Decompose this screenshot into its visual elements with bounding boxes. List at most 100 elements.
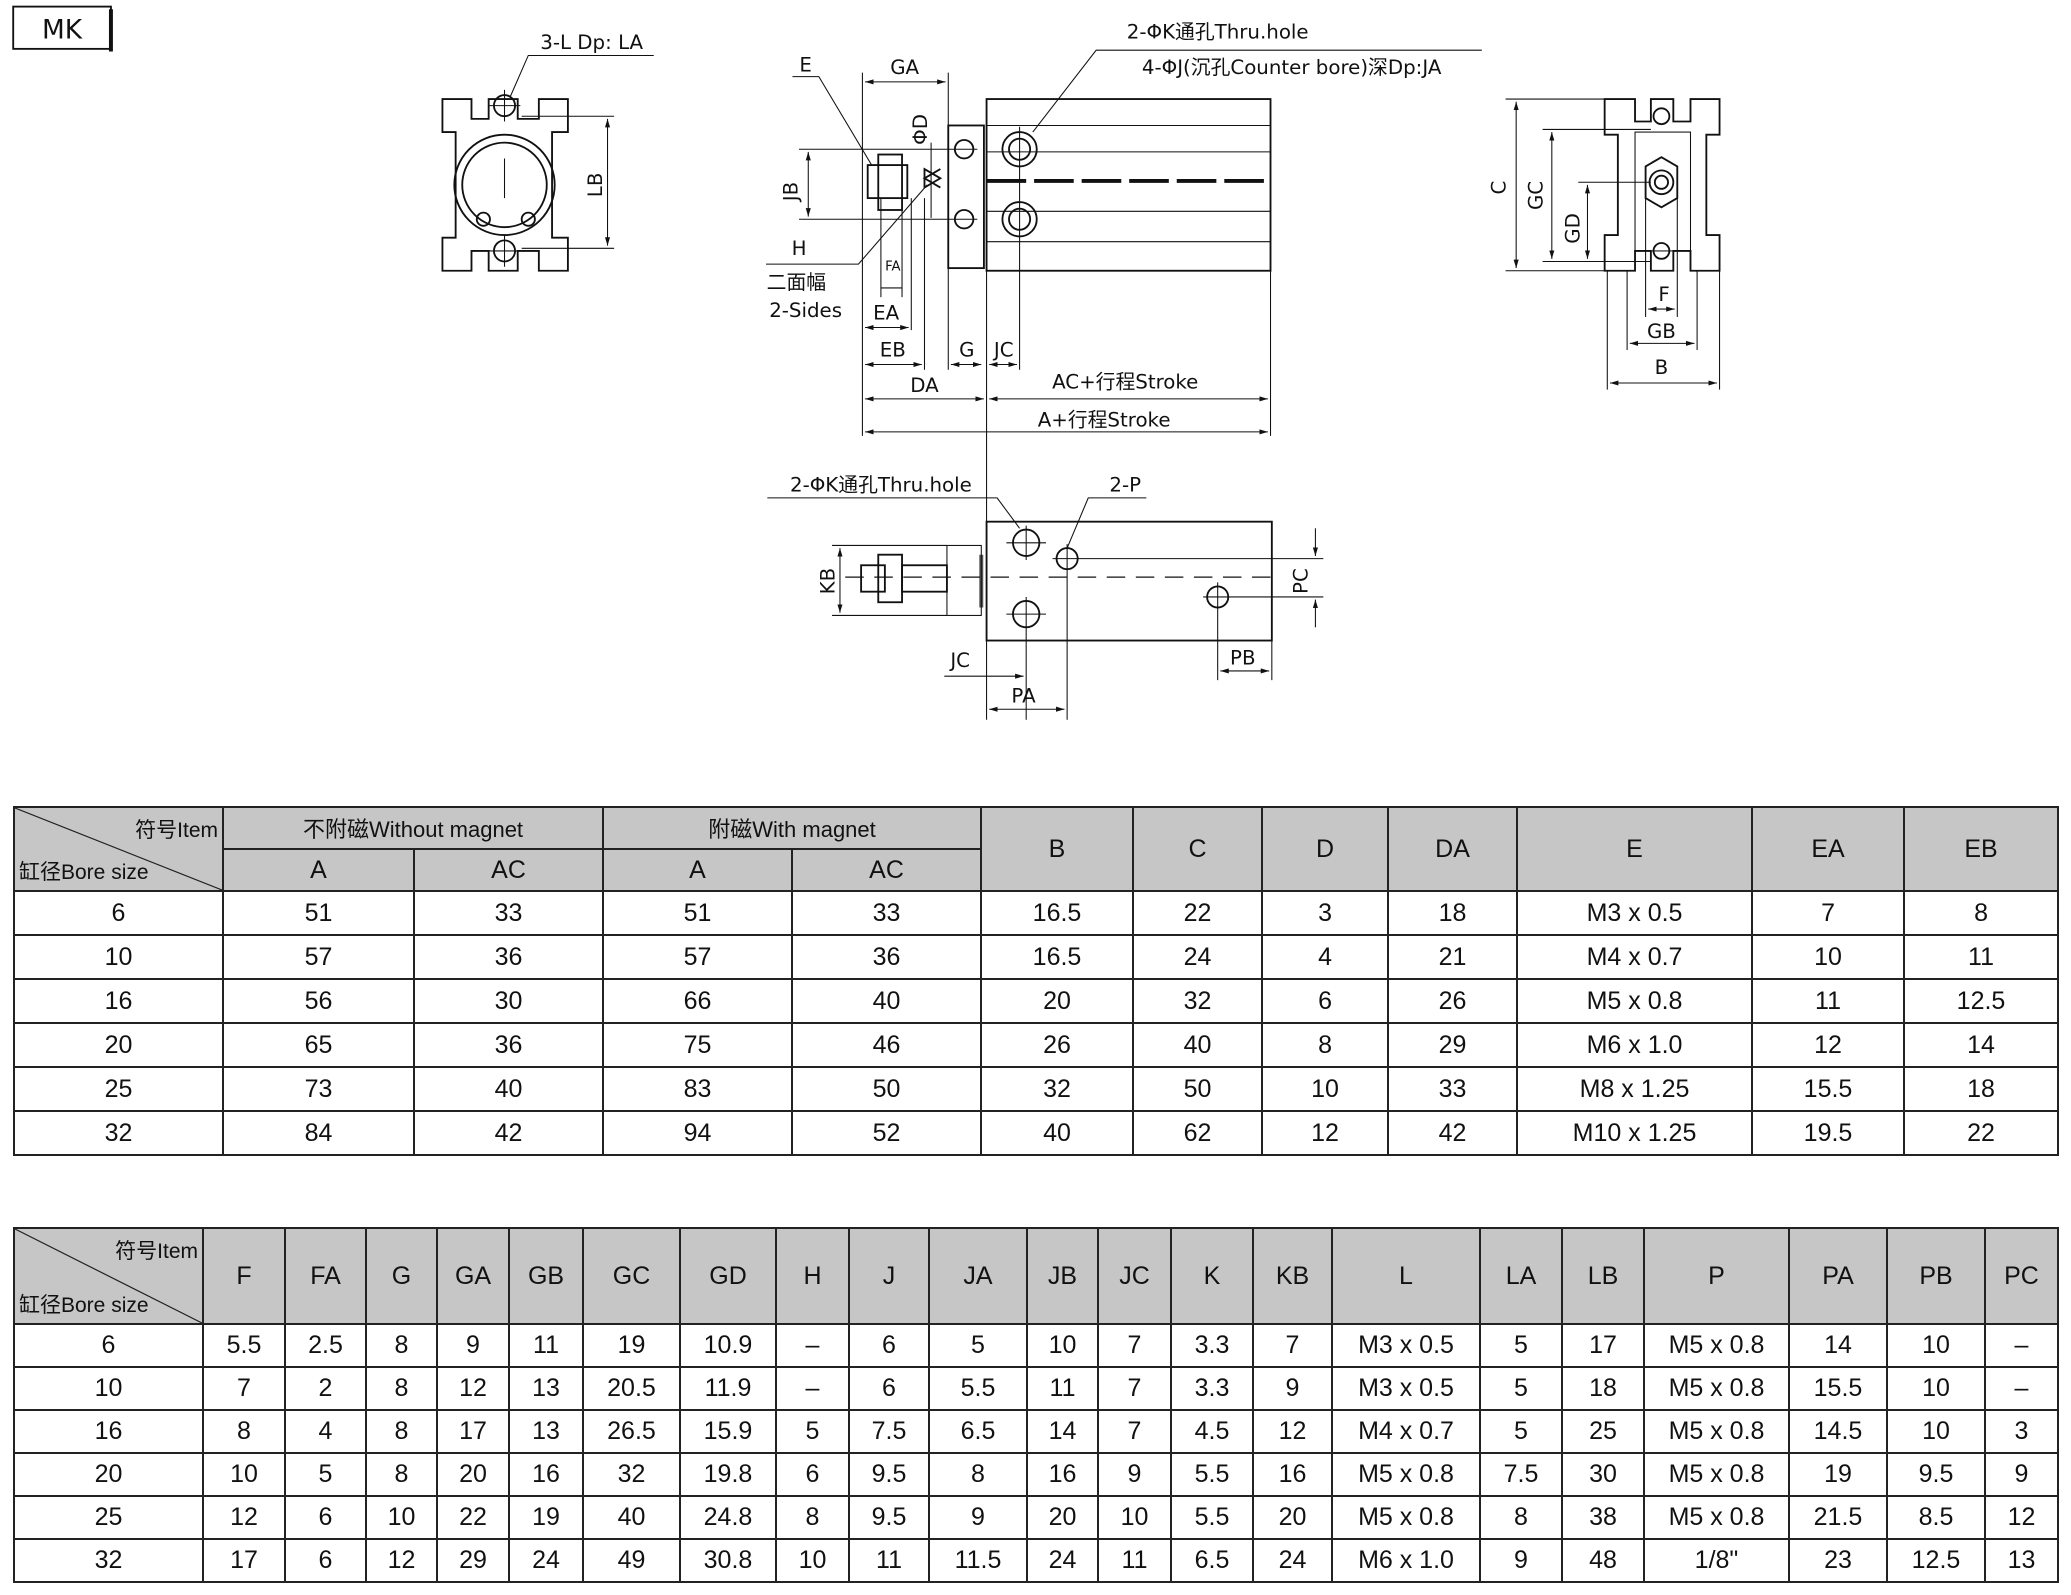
bore-size-cell: 25 bbox=[13, 1066, 224, 1112]
value-cell: 10 bbox=[1886, 1323, 1986, 1368]
value-cell: 10 bbox=[1886, 1366, 1986, 1411]
corner-header: 符号Item 缸径Bore size bbox=[13, 1227, 204, 1325]
bore-size-cell: 10 bbox=[13, 1366, 204, 1411]
value-cell: 51 bbox=[602, 890, 794, 936]
value-cell: 24 bbox=[1132, 934, 1264, 980]
value-cell: 5.5 bbox=[1170, 1452, 1254, 1497]
value-cell: 36 bbox=[791, 934, 983, 980]
value-cell: 13 bbox=[508, 1366, 584, 1411]
value-cell: 8 bbox=[365, 1452, 438, 1497]
value-cell: 20 bbox=[980, 978, 1135, 1024]
bore-size-cell: 25 bbox=[13, 1495, 204, 1540]
value-cell: 7.5 bbox=[848, 1409, 930, 1454]
jc-label: JC bbox=[992, 339, 1014, 362]
value-cell: 29 bbox=[1387, 1022, 1519, 1068]
sub-header: A bbox=[602, 848, 794, 892]
value-cell: 7 bbox=[1097, 1323, 1172, 1368]
value-cell: 9 bbox=[1252, 1366, 1333, 1411]
value-cell: 15.5 bbox=[1788, 1366, 1888, 1411]
value-cell: – bbox=[775, 1323, 850, 1368]
value-cell: 13 bbox=[1984, 1538, 2059, 1583]
value-cell: 11 bbox=[848, 1538, 930, 1583]
value-cell: M3 x 0.5 bbox=[1331, 1366, 1481, 1411]
value-cell: M5 x 0.8 bbox=[1643, 1495, 1790, 1540]
table-row: 20 10 5 8 20 16 32 19.8 6 9.5 8 16 9 5.5 16 M5 x 0.8 7.5… bbox=[13, 1452, 2059, 1497]
value-cell: 6 bbox=[284, 1538, 367, 1583]
value-cell: 30.8 bbox=[679, 1538, 777, 1583]
value-cell: M10 x 1.25 bbox=[1516, 1110, 1754, 1156]
value-cell: 3.3 bbox=[1170, 1366, 1254, 1411]
table-row: 32 84 42 94 52 40 62 12 42 M10 x 1.25 19.5 22 bbox=[13, 1110, 2060, 1156]
value-cell: 56 bbox=[222, 978, 415, 1024]
value-cell: 21 bbox=[1387, 934, 1519, 980]
value-cell: 22 bbox=[1903, 1110, 2060, 1156]
value-cell: 8 bbox=[1261, 1022, 1390, 1068]
value-cell: 23 bbox=[1788, 1538, 1888, 1583]
value-cell: 36 bbox=[412, 934, 605, 980]
value-cell: 14 bbox=[1903, 1022, 2060, 1068]
value-cell: 19.5 bbox=[1751, 1110, 1906, 1156]
value-cell: 46 bbox=[791, 1022, 983, 1068]
value-cell: 6.5 bbox=[928, 1409, 1028, 1454]
value-cell: 5 bbox=[775, 1409, 850, 1454]
value-cell: 15.9 bbox=[679, 1409, 777, 1454]
value-cell: 12 bbox=[436, 1366, 510, 1411]
value-cell: 11 bbox=[508, 1323, 584, 1368]
col-header: PB bbox=[1886, 1227, 1986, 1325]
value-cell: 12 bbox=[202, 1495, 286, 1540]
value-cell: 12 bbox=[1984, 1495, 2059, 1540]
ea-label: EA bbox=[873, 302, 900, 325]
value-cell: 19 bbox=[508, 1495, 584, 1540]
corner-header: 符号Item 缸径Bore size bbox=[13, 806, 224, 892]
value-cell: 51 bbox=[222, 890, 415, 936]
value-cell: 11.5 bbox=[928, 1538, 1028, 1583]
bore-size-cell: 6 bbox=[13, 1323, 204, 1368]
value-cell: 19 bbox=[1788, 1452, 1888, 1497]
gb-label: GB bbox=[1647, 320, 1676, 343]
value-cell: 40 bbox=[582, 1495, 681, 1540]
value-cell: M6 x 1.0 bbox=[1331, 1538, 1481, 1583]
sides-en-label: 2-Sides bbox=[769, 299, 842, 322]
table-row: 6 51 33 51 33 16.5 22 3 18 M3 x 0.5 7 8 bbox=[13, 890, 2060, 936]
value-cell: 33 bbox=[412, 890, 605, 936]
value-cell: 24 bbox=[1252, 1538, 1333, 1583]
value-cell: 14.5 bbox=[1788, 1409, 1888, 1454]
table-row: 10 57 36 57 36 16.5 24 4 21 M4 x 0.7 10 11 bbox=[13, 934, 2060, 980]
table-row: 6 5.5 2.5 8 9 11 19 10.9–6 5 10 7 3.3 7 M3 x 0.5 5 17 M5… bbox=[13, 1323, 2059, 1368]
g-label: G bbox=[959, 339, 974, 362]
value-cell: 12.5 bbox=[1903, 978, 2060, 1024]
value-cell: 57 bbox=[602, 934, 794, 980]
value-cell: 18 bbox=[1903, 1066, 2060, 1112]
col-header: H bbox=[775, 1227, 850, 1325]
value-cell: 9 bbox=[1479, 1538, 1563, 1583]
value-cell: 12.5 bbox=[1886, 1538, 1986, 1583]
col-header: JA bbox=[928, 1227, 1028, 1325]
value-cell: 5 bbox=[1479, 1366, 1563, 1411]
model-label-box: MK bbox=[12, 5, 113, 52]
value-cell: 19.8 bbox=[679, 1452, 777, 1497]
value-cell: 5 bbox=[284, 1452, 367, 1497]
col-header: LA bbox=[1479, 1227, 1563, 1325]
value-cell: 7 bbox=[202, 1366, 286, 1411]
value-cell: 22 bbox=[436, 1495, 510, 1540]
pc-label: PC bbox=[1289, 568, 1312, 594]
value-cell: 94 bbox=[602, 1110, 794, 1156]
jb-label: JB bbox=[780, 182, 803, 203]
bottom-thru-hole-label: 2-ΦK通孔Thru.hole bbox=[790, 473, 972, 496]
value-cell: 3 bbox=[1984, 1409, 2059, 1454]
value-cell: M5 x 0.8 bbox=[1331, 1452, 1481, 1497]
kb-label: KB bbox=[817, 568, 840, 595]
value-cell: 12 bbox=[365, 1538, 438, 1583]
value-cell: 7 bbox=[1252, 1323, 1333, 1368]
value-cell: 16 bbox=[1252, 1452, 1333, 1497]
value-cell: 75 bbox=[602, 1022, 794, 1068]
value-cell: M5 x 0.8 bbox=[1643, 1409, 1790, 1454]
value-cell: 20 bbox=[436, 1452, 510, 1497]
value-cell: 6.5 bbox=[1170, 1538, 1254, 1583]
value-cell: 10 bbox=[365, 1495, 438, 1540]
corner-item-label: 符号Item bbox=[115, 1240, 198, 1263]
value-cell: 6 bbox=[848, 1366, 930, 1411]
value-cell: 32 bbox=[582, 1452, 681, 1497]
value-cell: 6 bbox=[1261, 978, 1390, 1024]
value-cell: 14 bbox=[1788, 1323, 1888, 1368]
